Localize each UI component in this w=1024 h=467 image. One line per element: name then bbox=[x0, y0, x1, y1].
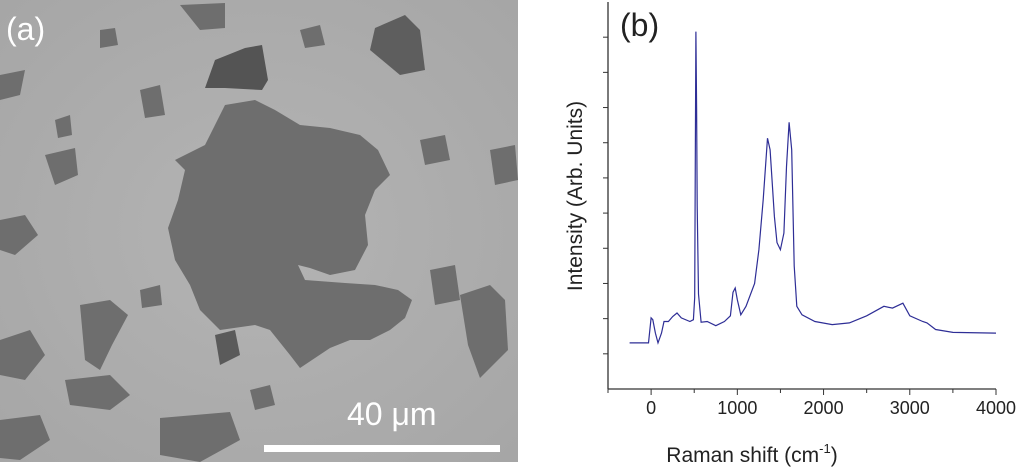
x-tick-label: 1000 bbox=[717, 398, 757, 418]
axes bbox=[607, 2, 996, 390]
x-axis-label: Raman shift (cm-1) bbox=[666, 441, 837, 467]
x-axis-label-superscript: -1 bbox=[819, 441, 831, 456]
panel-a-label: (a) bbox=[6, 11, 45, 47]
x-tick-label: 2000 bbox=[804, 398, 844, 418]
x-tick-label: 3000 bbox=[890, 398, 930, 418]
microscope-image: (a) 40 μm bbox=[0, 0, 518, 462]
scale-bar bbox=[264, 445, 500, 452]
x-axis-label-suffix: ) bbox=[831, 444, 838, 467]
scale-bar-label: 40 μm bbox=[347, 396, 437, 432]
panel-b-label: (b) bbox=[620, 7, 659, 43]
y-axis-label: Intensity (Arb. Units) bbox=[564, 101, 587, 291]
x-axis-label-main: Raman shift (cm bbox=[666, 444, 819, 467]
x-tick-label: 4000 bbox=[976, 398, 1016, 418]
flakes bbox=[0, 3, 518, 462]
ticks: 0 1000 2000 3000 4000 bbox=[603, 36, 1016, 418]
x-tick-label: 0 bbox=[646, 398, 656, 418]
spectrum-line bbox=[629, 31, 997, 345]
